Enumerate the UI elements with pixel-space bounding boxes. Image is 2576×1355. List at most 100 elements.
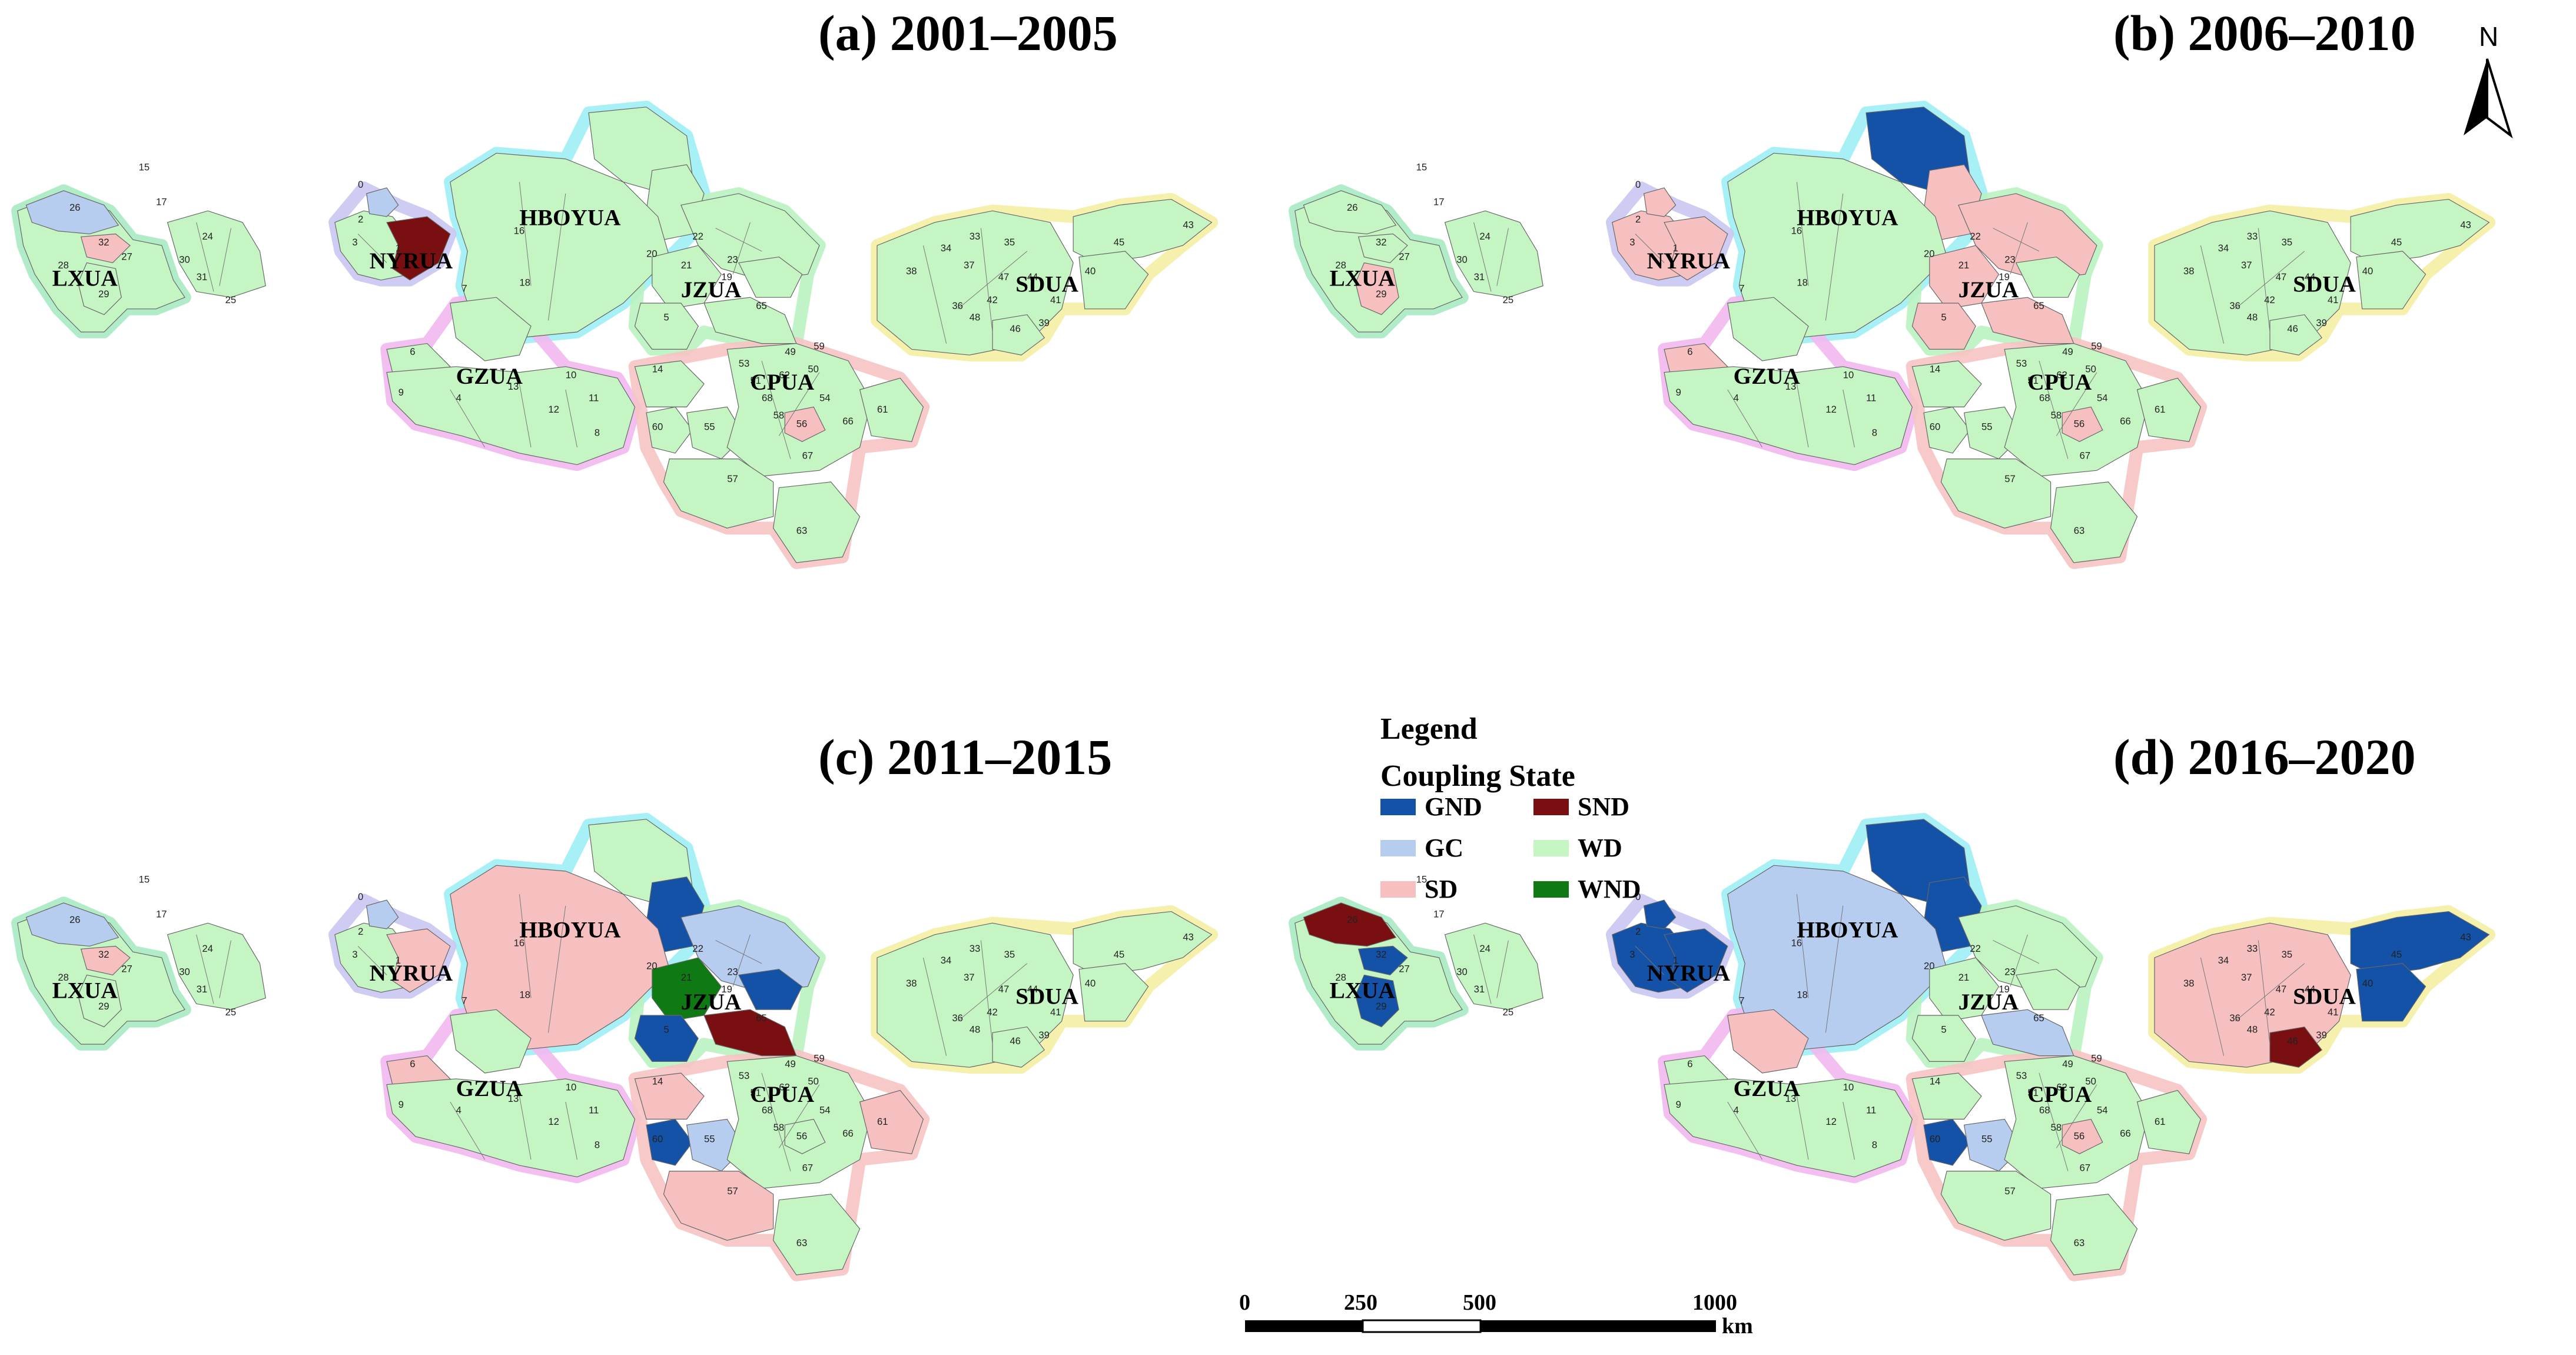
city-number: 46 xyxy=(1010,1035,1021,1047)
city-number: 63 xyxy=(796,1237,808,1248)
city-number: 60 xyxy=(652,1134,663,1145)
region-lx-26-b xyxy=(1303,190,1397,234)
city-number: 43 xyxy=(1183,932,1194,943)
region-lx-main-a xyxy=(167,210,266,298)
city-number: 41 xyxy=(1050,294,1061,305)
city-number: 20 xyxy=(1924,248,1935,260)
legend-label-wnd: WND xyxy=(1578,875,1641,904)
ua-label-hboyua: HBOYUA xyxy=(1797,205,1898,231)
region-sd-39-c xyxy=(992,1026,1045,1068)
region-sd-39-d xyxy=(2269,1026,2323,1068)
city-number: 62 xyxy=(779,369,790,380)
region-cp-60-b xyxy=(1923,406,1971,454)
city-number: 23 xyxy=(727,254,738,265)
ua-label-nyrua: NYRUA xyxy=(370,961,453,986)
region-sd-east-b xyxy=(2350,198,2490,264)
city-number: 44 xyxy=(1027,984,1038,995)
city-number: 12 xyxy=(1825,1116,1837,1127)
city-number: 33 xyxy=(970,943,981,954)
city-number: 10 xyxy=(566,1081,577,1092)
legend-swatch-wd xyxy=(1533,840,1569,856)
city-number: 40 xyxy=(2362,978,2373,989)
city-number: 29 xyxy=(1376,1001,1387,1012)
city-number: 0 xyxy=(358,891,363,902)
ua-label-nyrua: NYRUA xyxy=(1647,961,1731,986)
city-number: 21 xyxy=(1958,972,1970,983)
city-number: 28 xyxy=(58,972,69,983)
city-number: 44 xyxy=(2305,984,2316,995)
city-number: 43 xyxy=(1183,220,1194,231)
city-number: 65 xyxy=(756,300,767,311)
city-number: 36 xyxy=(2229,1012,2240,1024)
region-lx-26-d xyxy=(1303,902,1397,946)
city-number: 66 xyxy=(842,1128,854,1139)
region-cp-63-a xyxy=(772,481,861,563)
city-number: 49 xyxy=(2062,346,2073,357)
legend-label-snd: SND xyxy=(1578,792,1629,821)
city-number: 60 xyxy=(1930,421,1941,433)
city-number: 9 xyxy=(399,1099,404,1110)
ua-label-nyrua: NYRUA xyxy=(370,248,453,274)
north-arrow: N xyxy=(2464,21,2513,139)
city-number: 40 xyxy=(2362,265,2373,277)
city-number: 42 xyxy=(2264,1007,2275,1018)
ua-label-jzua: JZUA xyxy=(681,277,742,303)
legend-swatch-gnd xyxy=(1380,799,1416,815)
city-number: 33 xyxy=(970,231,981,242)
city-number: 32 xyxy=(1376,237,1387,248)
region-gz-7-a xyxy=(450,297,532,361)
city-number: 42 xyxy=(987,294,998,305)
city-number: 48 xyxy=(2247,1024,2258,1035)
city-number: 59 xyxy=(814,1052,825,1064)
region-wl-29-a xyxy=(78,262,122,315)
city-number: 35 xyxy=(2282,237,2293,248)
city-number: 29 xyxy=(98,288,109,300)
city-number: 18 xyxy=(519,989,530,1001)
scale-unit: km xyxy=(1722,1314,1753,1339)
region-cp-63-c xyxy=(772,1194,861,1276)
panel-title-d: (d) 2016–2020 xyxy=(2113,729,2416,785)
legend-label-gc: GC xyxy=(1425,833,1463,862)
map-panel-d: 1517023126322728293024312576941310111282… xyxy=(1289,813,2496,1281)
ua-label-sdua: SDUA xyxy=(2293,984,2356,1009)
city-number: 22 xyxy=(692,943,703,954)
city-number: 27 xyxy=(121,964,132,975)
region-cp-61-d xyxy=(2136,1090,2202,1154)
city-number: 30 xyxy=(179,966,190,977)
city-number: 57 xyxy=(2004,1185,2016,1197)
city-number: 53 xyxy=(2016,358,2027,369)
city-number: 26 xyxy=(1347,914,1358,925)
city-number: 3 xyxy=(352,949,357,960)
region-cp-14-a xyxy=(634,360,705,407)
city-number: 49 xyxy=(785,1058,796,1070)
region-ny-core-b xyxy=(1664,216,1728,281)
ua-label-jzua: JZUA xyxy=(1958,989,2019,1015)
city-number: 47 xyxy=(2276,271,2287,283)
city-number: 54 xyxy=(2097,393,2108,404)
region-gz-7-b xyxy=(1727,297,1809,361)
region-jz-main-c xyxy=(680,905,820,993)
region-ny-core-c xyxy=(386,928,451,993)
scale-bar: 0 250 500 1000 km xyxy=(1239,1290,1753,1339)
city-number: 58 xyxy=(2051,1122,2062,1133)
city-number: 2 xyxy=(358,214,363,225)
city-number: 14 xyxy=(652,1076,663,1087)
city-number: 24 xyxy=(1479,231,1491,242)
city-number: 47 xyxy=(998,984,1010,995)
north-arrow-icon xyxy=(2464,59,2487,135)
region-cp-56-b xyxy=(2062,406,2103,442)
city-number: 17 xyxy=(1433,908,1445,919)
city-number: 9 xyxy=(1676,1099,1681,1110)
city-number: 32 xyxy=(98,949,109,960)
city-number: 58 xyxy=(774,1122,785,1133)
city-number: 15 xyxy=(1416,162,1428,173)
city-number: 6 xyxy=(410,346,415,357)
city-number: 23 xyxy=(2004,966,2016,977)
region-lx-26-a xyxy=(25,190,119,234)
city-number: 53 xyxy=(739,358,750,369)
city-number: 27 xyxy=(121,251,132,263)
city-number: 12 xyxy=(548,1116,559,1127)
city-number: 37 xyxy=(2241,972,2252,983)
city-number: 63 xyxy=(2074,525,2085,536)
